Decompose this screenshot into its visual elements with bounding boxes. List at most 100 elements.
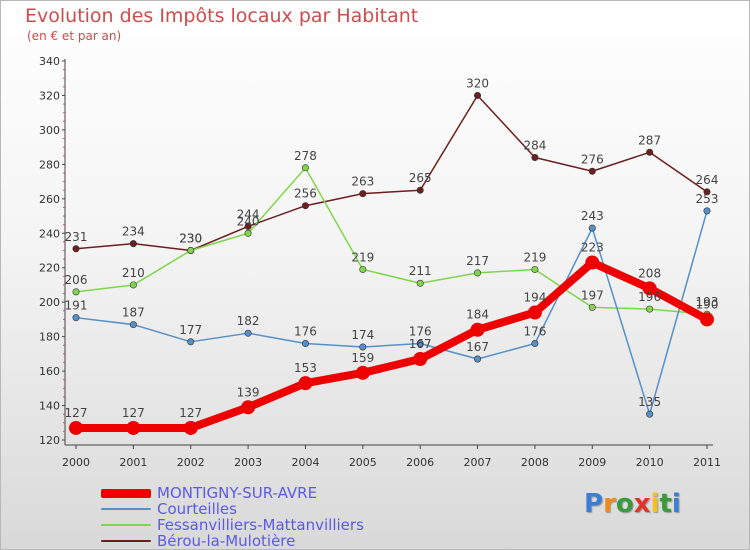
chart-subtitle: (en € et par an) — [27, 29, 122, 43]
x-tick-label: 2004 — [291, 456, 319, 469]
y-tick-label: 280 — [39, 158, 60, 171]
data-point-berou-la-mulotiere — [531, 153, 539, 161]
data-label-fessanvilliers-mattanvilliers: 210 — [122, 266, 145, 280]
data-point-montigny-sur-avre — [69, 420, 83, 435]
legend-item: Courteilles — [101, 501, 364, 517]
data-label-courteilles: 176 — [294, 325, 317, 339]
data-label-fessanvilliers-mattanvilliers: 219 — [523, 250, 546, 264]
data-point-berou-la-mulotiere — [301, 202, 309, 210]
data-point-berou-la-mulotiere — [588, 167, 596, 175]
legend-item: MONTIGNY-SUR-AVRE — [101, 485, 364, 501]
logo-letter: r — [603, 489, 616, 519]
data-point-courteilles — [244, 329, 252, 337]
data-label-montigny-sur-avre: 184 — [466, 308, 489, 322]
x-tick-label: 2007 — [464, 456, 492, 469]
legend-label: MONTIGNY-SUR-AVRE — [157, 484, 318, 502]
data-label-berou-la-mulotiere: 244 — [237, 207, 260, 221]
data-label-montigny-sur-avre: 223 — [581, 241, 604, 255]
data-point-berou-la-mulotiere — [244, 222, 252, 230]
logo-letter: i — [671, 489, 681, 519]
data-label-courteilles: 253 — [696, 192, 719, 206]
y-tick-label: 120 — [39, 434, 60, 447]
data-label-montigny-sur-avre: 153 — [294, 361, 317, 375]
data-point-fessanvilliers-mattanvilliers — [588, 303, 596, 311]
y-tick-label: 240 — [39, 227, 60, 240]
data-point-montigny-sur-avre — [126, 420, 141, 435]
x-tick-label: 2002 — [177, 456, 205, 469]
legend-item: Bérou-la-Mulotière — [101, 533, 364, 549]
data-label-courteilles: 167 — [466, 340, 489, 354]
data-point-fessanvilliers-mattanvilliers — [72, 288, 80, 296]
data-point-montigny-sur-avre — [470, 322, 485, 337]
data-label-fessanvilliers-mattanvilliers: 217 — [466, 254, 489, 268]
data-label-berou-la-mulotiere: 284 — [523, 138, 546, 152]
x-tick-label: 2011 — [693, 456, 721, 469]
data-label-berou-la-mulotiere: 256 — [294, 187, 317, 201]
data-point-fessanvilliers-mattanvilliers — [129, 281, 137, 289]
data-label-montigny-sur-avre: 167 — [409, 337, 432, 351]
data-point-montigny-sur-avre — [700, 312, 714, 327]
data-label-fessanvilliers-mattanvilliers: 219 — [351, 250, 374, 264]
data-label-montigny-sur-avre: 190 — [696, 297, 719, 311]
data-label-courteilles: 187 — [122, 306, 145, 320]
data-label-montigny-sur-avre: 127 — [65, 406, 88, 420]
data-label-courteilles: 177 — [179, 323, 202, 337]
x-tick-label: 2006 — [406, 456, 434, 469]
series-line-courteilles — [75, 210, 708, 415]
x-tick-label: 2000 — [62, 456, 90, 469]
data-point-fessanvilliers-mattanvilliers — [187, 247, 195, 255]
data-point-berou-la-mulotiere — [359, 190, 367, 198]
data-point-montigny-sur-avre — [298, 376, 313, 391]
legend-item: Fessanvilliers-Mattanvilliers — [101, 517, 364, 533]
legend-swatch — [101, 540, 151, 542]
series-line-berou-la-mulotiere — [75, 94, 708, 252]
data-point-montigny-sur-avre — [355, 365, 370, 380]
data-label-courteilles: 176 — [523, 325, 546, 339]
y-tick-label: 300 — [39, 124, 60, 137]
data-point-montigny-sur-avre — [241, 400, 256, 415]
data-label-berou-la-mulotiere: 263 — [351, 175, 374, 189]
data-point-berou-la-mulotiere — [474, 91, 482, 99]
data-label-fessanvilliers-mattanvilliers: 197 — [581, 288, 604, 302]
y-tick-label: 140 — [39, 400, 60, 413]
logo-letter: t — [659, 489, 672, 519]
y-tick-label: 220 — [39, 262, 60, 275]
data-label-montigny-sur-avre: 139 — [237, 385, 260, 399]
x-tick-label: 2001 — [119, 456, 147, 469]
data-label-montigny-sur-avre: 194 — [523, 291, 546, 305]
data-point-courteilles — [474, 355, 482, 363]
data-label-berou-la-mulotiere: 231 — [65, 230, 88, 244]
data-label-fessanvilliers-mattanvilliers: 240 — [237, 214, 260, 228]
data-label-berou-la-mulotiere: 320 — [466, 76, 489, 90]
data-point-fessanvilliers-mattanvilliers — [531, 265, 539, 273]
legend-label: Fessanvilliers-Mattanvilliers — [157, 516, 364, 534]
data-point-montigny-sur-avre — [527, 305, 542, 320]
data-label-berou-la-mulotiere: 264 — [696, 173, 719, 187]
data-point-courteilles — [416, 340, 424, 348]
data-point-courteilles — [646, 410, 654, 418]
data-point-berou-la-mulotiere — [646, 148, 654, 156]
x-tick-label: 2008 — [521, 456, 549, 469]
y-tick-label: 340 — [39, 55, 60, 68]
series-line-fessanvilliers-mattanvilliers — [75, 167, 708, 315]
data-label-courteilles: 182 — [237, 314, 260, 328]
data-point-berou-la-mulotiere — [703, 188, 711, 196]
data-label-fessanvilliers-mattanvilliers: 278 — [294, 149, 317, 163]
data-point-courteilles — [301, 340, 309, 348]
legend-label: Courteilles — [157, 500, 237, 518]
data-label-berou-la-mulotiere: 234 — [122, 225, 145, 239]
x-tick-label: 2003 — [234, 456, 262, 469]
data-label-fessanvilliers-mattanvilliers: 230 — [179, 232, 202, 246]
data-point-courteilles — [359, 343, 367, 351]
data-point-courteilles — [72, 314, 80, 322]
data-label-courteilles: 176 — [409, 325, 432, 339]
data-label-courteilles: 243 — [581, 209, 604, 223]
data-label-courteilles: 174 — [351, 328, 374, 342]
data-point-fessanvilliers-mattanvilliers — [359, 265, 367, 273]
data-point-montigny-sur-avre — [585, 255, 600, 270]
data-label-berou-la-mulotiere: 265 — [409, 171, 432, 185]
legend-swatch — [101, 524, 151, 526]
data-label-fessanvilliers-mattanvilliers: 206 — [65, 273, 88, 287]
y-tick-label: 320 — [39, 89, 60, 102]
